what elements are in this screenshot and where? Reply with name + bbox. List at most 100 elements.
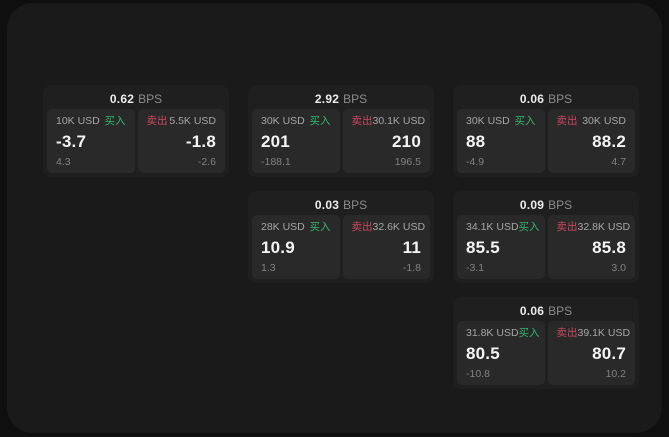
sell-amount: 5.5K USD <box>169 115 216 127</box>
sell-amount: 32.6K USD <box>372 221 426 233</box>
sell-price: 85.8 <box>592 238 626 257</box>
bps-header: 2.92 BPS <box>252 89 430 109</box>
buy-side-label: 买入 <box>518 327 540 339</box>
sell-price: 11 <box>402 238 421 257</box>
main-panel: 0.62 BPS 10K USD 买入 -3.7 4.3 卖出 5.5K USD… <box>7 3 662 433</box>
sell-side-label: 卖出 <box>556 115 578 127</box>
buy-amount: 28K USD <box>261 221 305 233</box>
sell-quote-button[interactable]: 卖出 30K USD 88.2 4.7 <box>547 109 635 173</box>
buy-pane-top: 34.1K USD 买入 <box>466 221 540 233</box>
bps-value: 0.06 <box>519 92 545 106</box>
sell-side-label: 卖出 <box>556 221 578 233</box>
sell-delta: 4.7 <box>611 155 626 168</box>
quote-card: 0.03 BPS 28K USD 买入 10.9 1.3 卖出 32.6K US… <box>248 191 434 283</box>
buy-amount: 30K USD <box>261 115 305 127</box>
quote-card-body: 28K USD 买入 10.9 1.3 卖出 32.6K USD 11 -1.8 <box>252 215 430 279</box>
bps-unit-label: BPS <box>548 304 573 318</box>
sell-delta: 196.5 <box>394 155 421 168</box>
sell-quote-button[interactable]: 卖出 32.8K USD 85.8 3.0 <box>547 215 635 279</box>
quote-card-body: 31.8K USD 买入 80.5 -10.8 卖出 39.1K USD 80.… <box>457 321 635 385</box>
buy-amount: 30K USD <box>466 115 510 127</box>
sell-pane-top: 卖出 30K USD <box>557 116 627 127</box>
buy-side-label: 买入 <box>514 115 536 127</box>
buy-delta: -188.1 <box>261 155 291 168</box>
sell-side-label: 卖出 <box>146 115 168 127</box>
sell-price: 210 <box>392 132 421 151</box>
buy-amount: 10K USD <box>56 115 100 127</box>
sell-pane-top: 卖出 32.8K USD <box>556 221 631 233</box>
buy-pane-top: 28K USD 买入 <box>261 222 331 233</box>
buy-price: 80.5 <box>466 344 500 363</box>
sell-delta: -1.8 <box>402 261 421 274</box>
buy-side-label: 买入 <box>309 115 331 127</box>
buy-quote-button[interactable]: 28K USD 买入 10.9 1.3 <box>252 215 340 279</box>
buy-quote-button[interactable]: 34.1K USD 买入 85.5 -3.1 <box>457 215 545 279</box>
buy-price: 10.9 <box>261 238 295 257</box>
sell-side-label: 卖出 <box>351 115 373 127</box>
quote-card-body: 30K USD 买入 201 -188.1 卖出 30.1K USD 210 1… <box>252 109 430 173</box>
bps-value: 0.03 <box>314 198 340 212</box>
buy-delta: -4.9 <box>466 155 485 168</box>
sell-pane-top: 卖出 32.6K USD <box>351 221 426 233</box>
sell-pane-top: 卖出 30.1K USD <box>351 115 426 127</box>
buy-pane-top: 10K USD 买入 <box>56 116 126 127</box>
buy-delta: -3.1 <box>466 261 485 274</box>
sell-delta: 3.0 <box>611 261 626 274</box>
bps-header: 0.62 BPS <box>47 89 225 109</box>
bps-header: 0.06 BPS <box>457 301 635 321</box>
buy-pane-top: 31.8K USD 买入 <box>466 328 540 339</box>
buy-delta: 1.3 <box>261 261 276 274</box>
bps-value: 0.62 <box>109 92 135 106</box>
bps-unit-label: BPS <box>343 198 368 212</box>
buy-price: 88 <box>466 132 486 151</box>
buy-amount: 34.1K USD <box>466 221 519 233</box>
buy-pane-top: 30K USD 买入 <box>261 116 331 127</box>
buy-side-label: 买入 <box>104 115 126 127</box>
sell-quote-button[interactable]: 卖出 5.5K USD -1.8 -2.6 <box>137 109 225 173</box>
sell-price: 88.2 <box>592 132 626 151</box>
quote-card-body: 34.1K USD 买入 85.5 -3.1 卖出 32.8K USD 85.8… <box>457 215 635 279</box>
quote-card: 0.09 BPS 34.1K USD 买入 85.5 -3.1 卖出 32.8K… <box>453 191 639 283</box>
sell-amount: 32.8K USD <box>577 221 631 233</box>
sell-price: -1.8 <box>185 132 216 151</box>
bps-unit-label: BPS <box>548 198 573 212</box>
bps-unit-label: BPS <box>343 92 368 106</box>
bps-header: 0.09 BPS <box>457 195 635 215</box>
sell-side-label: 卖出 <box>351 221 373 233</box>
sell-amount: 30K USD <box>582 115 626 127</box>
buy-quote-button[interactable]: 30K USD 买入 88 -4.9 <box>457 109 545 173</box>
buy-price: -3.7 <box>56 132 87 151</box>
sell-delta: -2.6 <box>197 155 216 168</box>
quote-card-body: 10K USD 买入 -3.7 4.3 卖出 5.5K USD -1.8 -2.… <box>47 109 225 173</box>
buy-pane-top: 30K USD 买入 <box>466 116 536 127</box>
bps-value: 0.09 <box>519 198 545 212</box>
quote-card: 0.06 BPS 31.8K USD 买入 80.5 -10.8 卖出 39.1… <box>453 297 639 389</box>
buy-price: 201 <box>261 132 290 151</box>
cards-grid: 0.62 BPS 10K USD 买入 -3.7 4.3 卖出 5.5K USD… <box>43 85 639 389</box>
sell-quote-button[interactable]: 卖出 39.1K USD 80.7 10.2 <box>547 321 635 385</box>
bps-unit-label: BPS <box>548 92 573 106</box>
sell-price: 80.7 <box>592 344 626 363</box>
sell-delta: 10.2 <box>605 367 626 380</box>
buy-delta: 4.3 <box>56 155 71 168</box>
sell-amount: 30.1K USD <box>372 115 426 127</box>
buy-quote-button[interactable]: 31.8K USD 买入 80.5 -10.8 <box>457 321 545 385</box>
quote-card: 0.62 BPS 10K USD 买入 -3.7 4.3 卖出 5.5K USD… <box>43 85 229 177</box>
buy-quote-button[interactable]: 30K USD 买入 201 -188.1 <box>252 109 340 173</box>
buy-price: 85.5 <box>466 238 500 257</box>
quote-card: 2.92 BPS 30K USD 买入 201 -188.1 卖出 30.1K … <box>248 85 434 177</box>
bps-unit-label: BPS <box>138 92 163 106</box>
buy-quote-button[interactable]: 10K USD 买入 -3.7 4.3 <box>47 109 135 173</box>
buy-side-label: 买入 <box>309 221 331 233</box>
sell-quote-button[interactable]: 卖出 32.6K USD 11 -1.8 <box>342 215 430 279</box>
bps-header: 0.03 BPS <box>252 195 430 215</box>
quote-card-body: 30K USD 买入 88 -4.9 卖出 30K USD 88.2 4.7 <box>457 109 635 173</box>
sell-side-label: 卖出 <box>556 327 578 339</box>
quote-card: 0.06 BPS 30K USD 买入 88 -4.9 卖出 30K USD 8… <box>453 85 639 177</box>
bps-header: 0.06 BPS <box>457 89 635 109</box>
buy-side-label: 买入 <box>518 221 540 233</box>
buy-delta: -10.8 <box>466 367 490 380</box>
bps-value: 0.06 <box>519 304 545 318</box>
sell-quote-button[interactable]: 卖出 30.1K USD 210 196.5 <box>342 109 430 173</box>
sell-amount: 39.1K USD <box>577 327 631 339</box>
